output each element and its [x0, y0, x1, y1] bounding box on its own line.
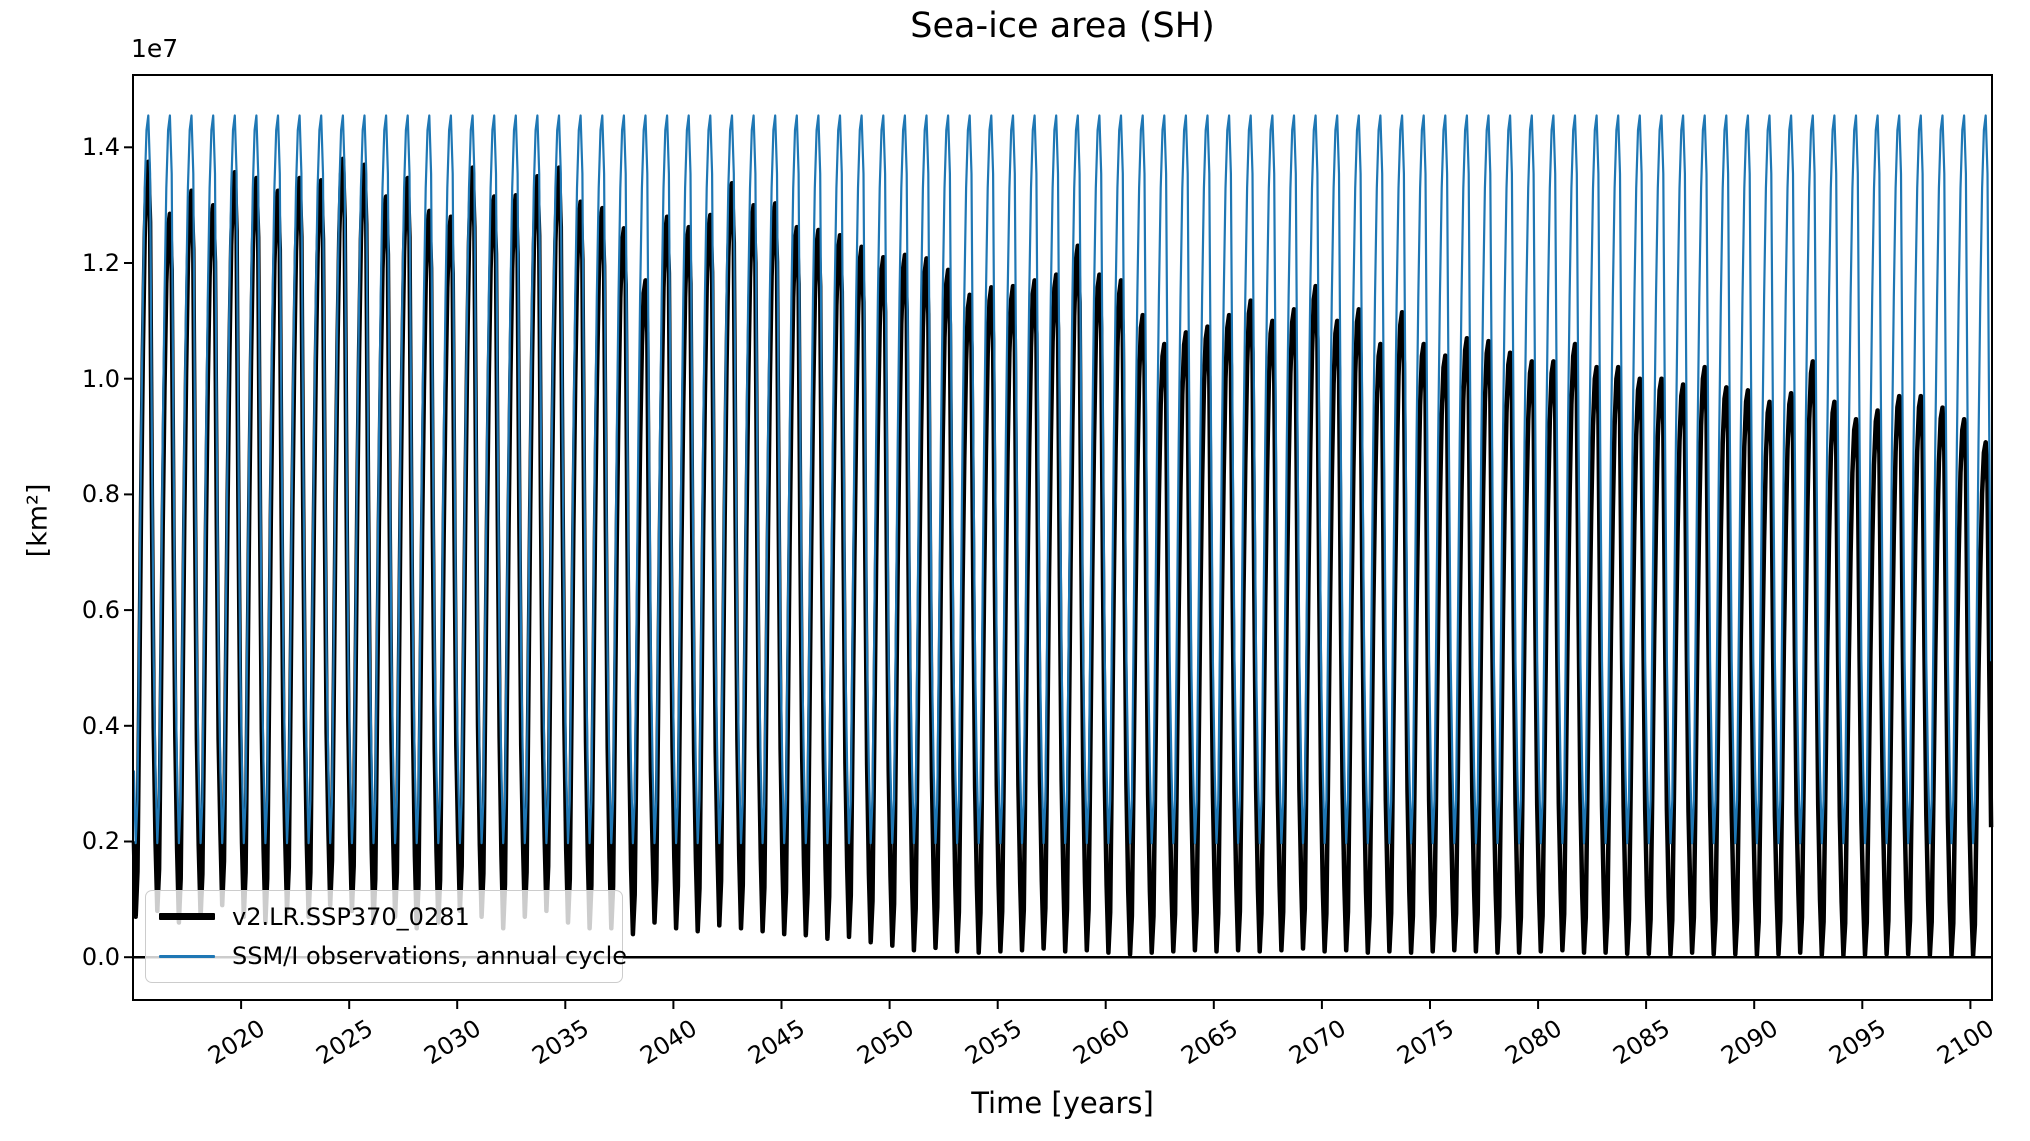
legend-line-sample-model — [159, 913, 215, 921]
y-tick-label: 0.6 — [81, 596, 120, 625]
legend-entry-observations: SSM/I observations, annual cycle — [159, 942, 627, 970]
y-axis-label: [km²] — [22, 483, 54, 558]
y-axis-offset-label: 1e7 — [131, 34, 179, 63]
plot-frame — [132, 74, 1993, 1001]
chart-title: Sea-ice area (SH) — [910, 6, 1215, 46]
series-observations-line — [132, 114, 1993, 845]
y-tick-label: 0.0 — [81, 943, 120, 972]
x-axis-label: Time [years] — [971, 1086, 1154, 1120]
y-tick-label: 0.8 — [81, 480, 120, 509]
legend-label-model: v2.LR.SSP370_0281 — [232, 902, 470, 931]
legend-line-sample-observations — [159, 954, 215, 958]
y-tick-label: 0.4 — [81, 711, 120, 740]
legend: v2.LR.SSP370_0281 SSM/I observations, an… — [145, 890, 627, 983]
y-tick-label: 1.0 — [81, 364, 120, 393]
y-tick-label: 1.4 — [81, 133, 120, 162]
legend-entry-model: v2.LR.SSP370_0281 — [159, 903, 622, 931]
y-tick-label: 0.2 — [81, 827, 120, 856]
y-tick-label: 1.2 — [81, 249, 120, 277]
legend-label-observations: SSM/I observations, annual cycle — [232, 942, 628, 971]
